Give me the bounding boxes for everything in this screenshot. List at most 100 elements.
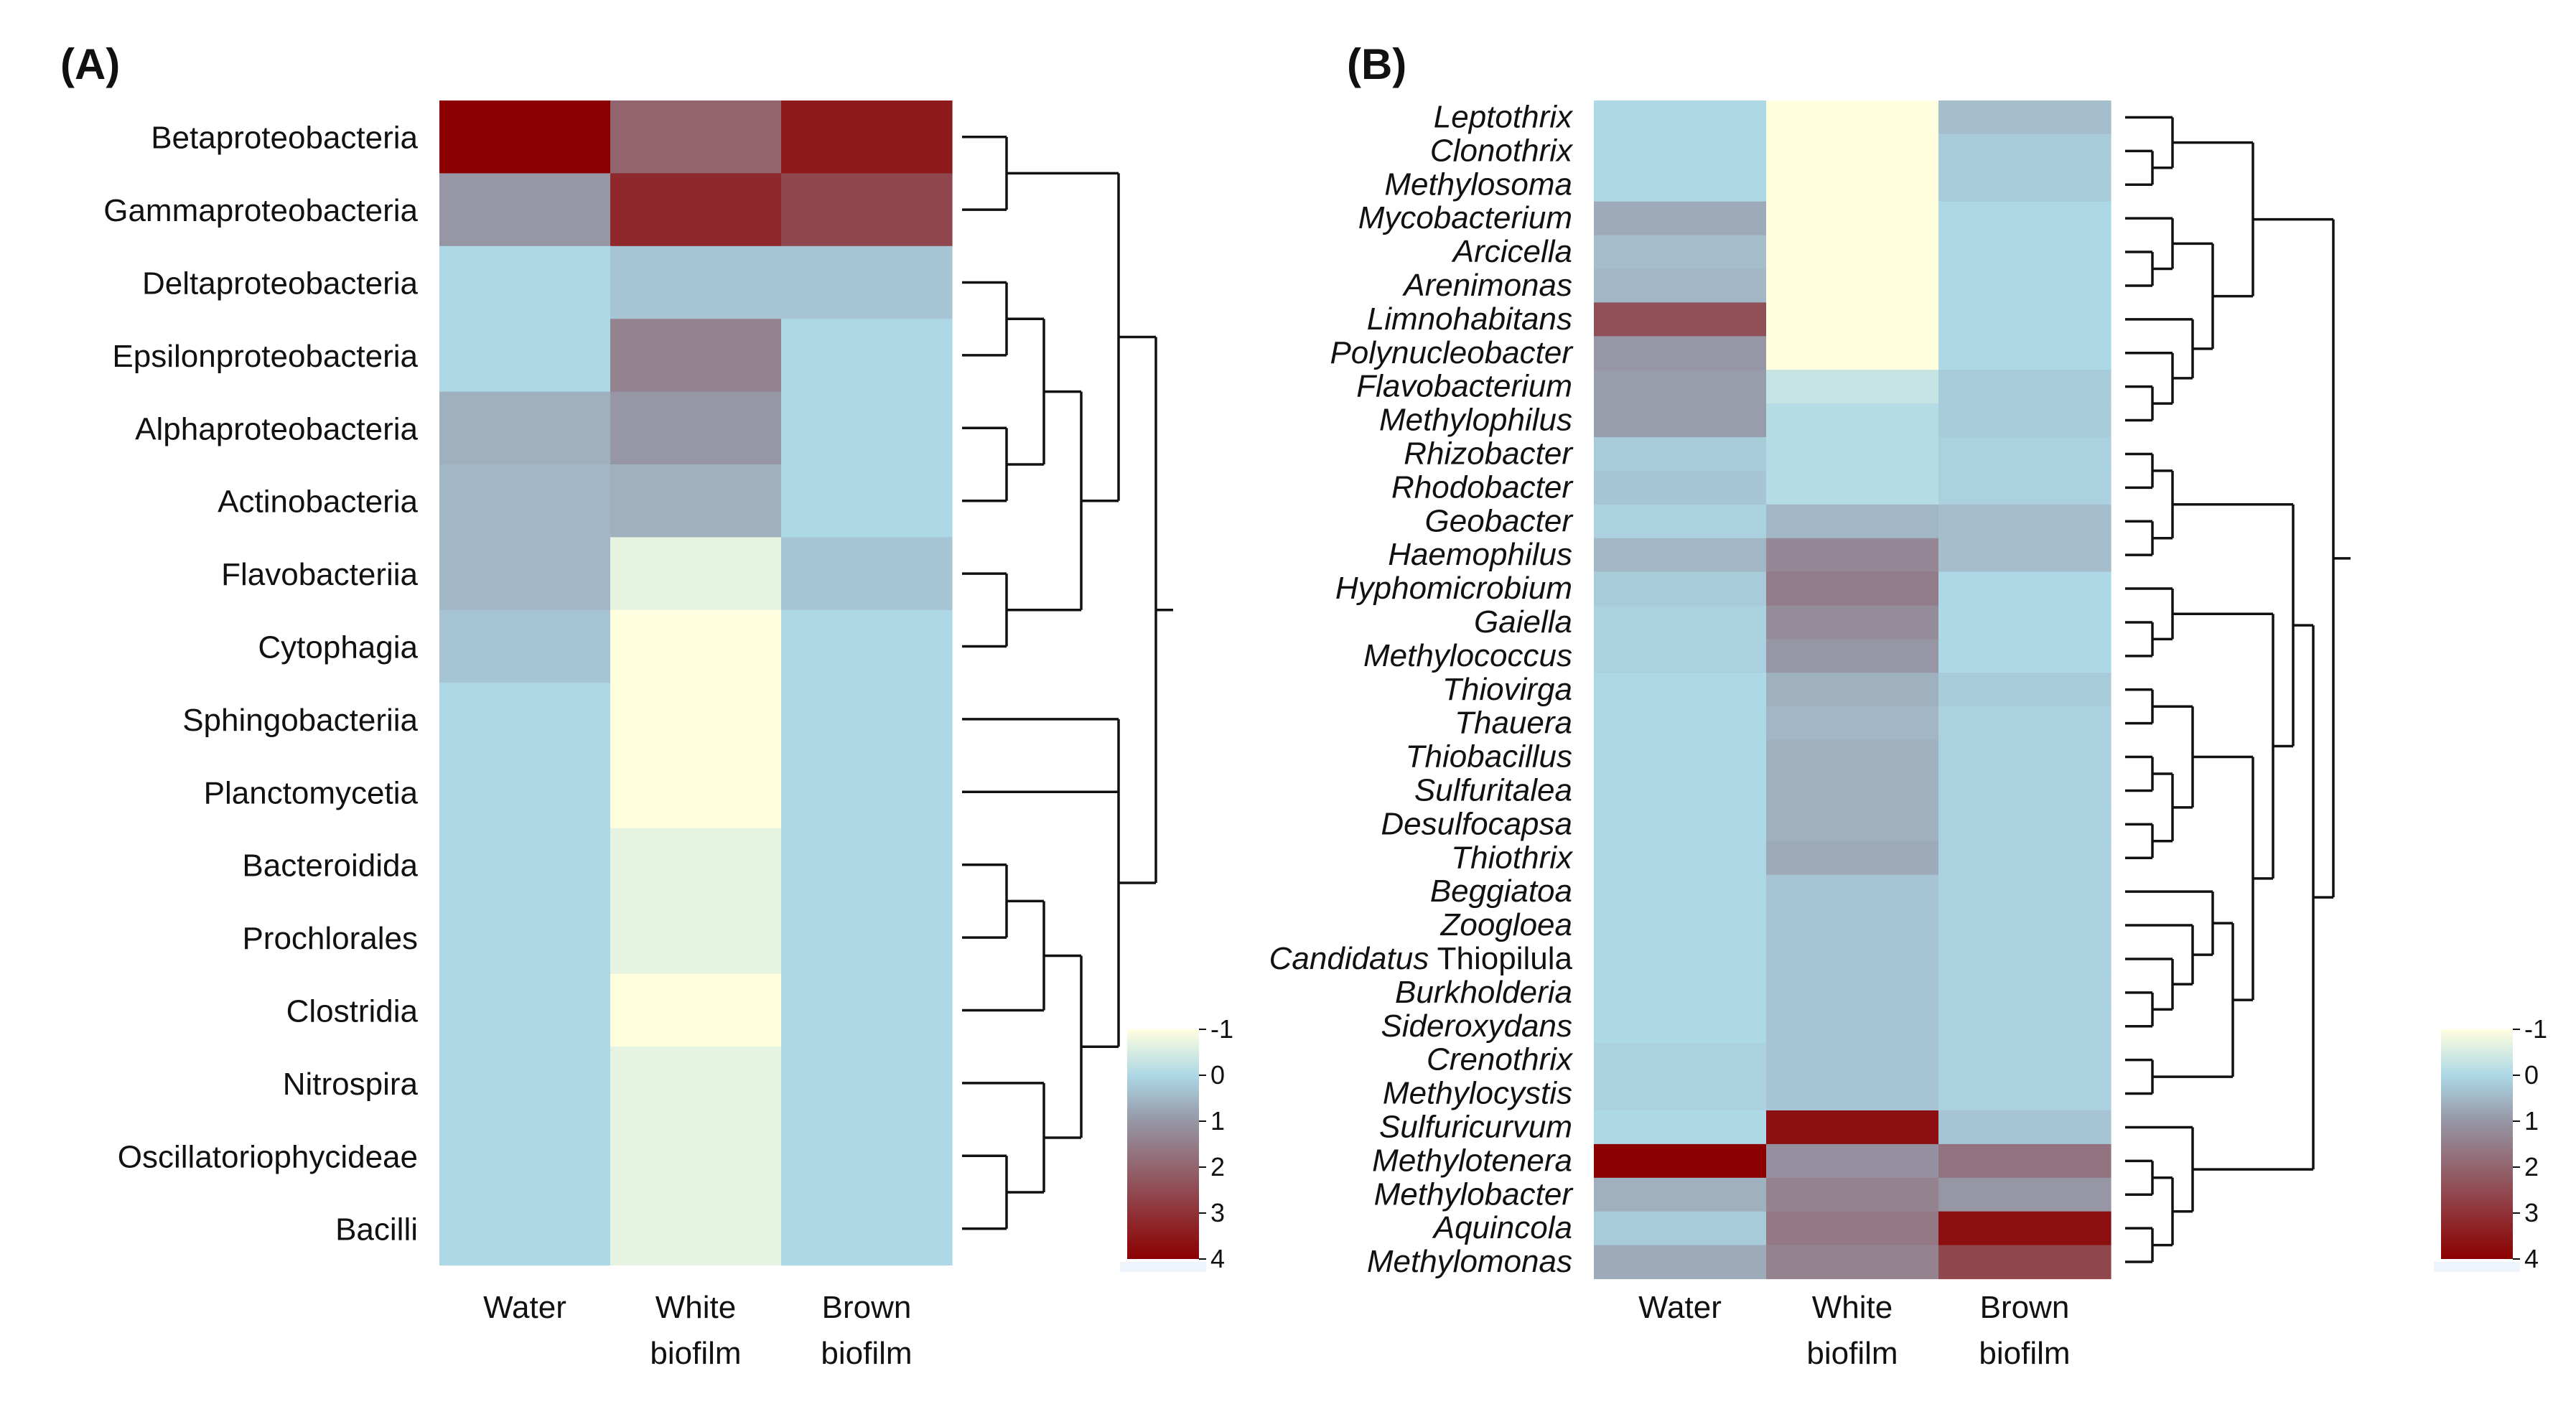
row-label: Nitrospira: [283, 1067, 419, 1102]
heatmap-cell: [1938, 1110, 2111, 1145]
heatmap-cell: [1594, 605, 1767, 640]
heatmap-cell: [1938, 1143, 2111, 1179]
heatmap-cell: [1594, 268, 1767, 303]
row-label: Arenimonas: [1401, 268, 1572, 303]
heatmap-cell: [439, 537, 611, 611]
column-label: Water: [483, 1290, 566, 1325]
color-legend-tick-label: 2: [1210, 1152, 1225, 1181]
heatmap-cell: [1938, 134, 2111, 169]
color-legend-bar: [2441, 1029, 2513, 1259]
heatmap-cell: [1938, 167, 2111, 202]
heatmap-cell: [1594, 437, 1767, 472]
heatmap-cell: [1938, 370, 2111, 404]
panel-a-color-legend: -1 0 1 2 3 4: [1120, 1014, 1233, 1273]
heatmap-cell: [439, 245, 611, 319]
row-label: Arcicella: [1451, 234, 1572, 269]
heatmap-cell: [1594, 167, 1767, 202]
heatmap-cell: [1594, 1211, 1767, 1246]
heatmap-cell: [781, 901, 953, 975]
row-label: Rhodobacter: [1391, 469, 1574, 505]
color-legend-tick-label: 3: [2524, 1198, 2539, 1227]
row-label: Zoogloea: [1440, 907, 1572, 942]
row-label: Deltaproteobacteria: [142, 266, 419, 301]
heatmap-cell: [610, 537, 782, 611]
row-label: Hyphomicrobium: [1335, 571, 1572, 606]
heatmap-cell: [1594, 740, 1767, 774]
heatmap-cell: [781, 391, 953, 465]
heatmap-cell: [1938, 336, 2111, 370]
heatmap-cell: [1766, 437, 1939, 472]
heatmap-cell: [610, 100, 782, 174]
panel-a-column-labels: Water White biofilm Brown biofilm: [483, 1290, 912, 1371]
row-label: Haemophilus: [1388, 537, 1572, 572]
row-label: Methylotenera: [1372, 1143, 1572, 1178]
heatmap-cell: [1938, 841, 2111, 876]
heatmap-cell: [610, 901, 782, 975]
heatmap-cell: [1594, 1043, 1767, 1077]
heatmap-cell: [1938, 470, 2111, 505]
heatmap-cell: [1766, 1009, 1939, 1044]
heatmap-cell: [1766, 336, 1939, 370]
heatmap-cell: [1766, 1177, 1939, 1212]
heatmap-cell: [1594, 706, 1767, 741]
heatmap-cell: [1766, 605, 1939, 640]
color-legend-tick-label: 4: [2524, 1244, 2539, 1273]
heatmap-cell: [1594, 1143, 1767, 1179]
color-legend-base: [2434, 1262, 2520, 1272]
row-label: Bacilli: [335, 1212, 418, 1248]
panel-b-column-labels: Water White biofilm Brown biofilm: [1638, 1290, 2070, 1371]
heatmap-cell: [781, 245, 953, 319]
heatmap-cell: [1938, 1009, 2111, 1044]
heatmap-cell: [610, 1047, 782, 1120]
row-label: Geobacter: [1425, 503, 1574, 538]
heatmap-cell: [610, 755, 782, 829]
heatmap-cell: [439, 755, 611, 829]
row-label: Gaiella: [1474, 604, 1572, 640]
heatmap-cell: [1766, 235, 1939, 270]
column-label: White biofilm: [650, 1290, 741, 1371]
row-label: Flavobacteriia: [221, 557, 418, 592]
panel-a-row-labels: Betaproteobacteria Gammaproteobacteria Del…: [103, 121, 418, 1248]
heatmap-cell: [1938, 807, 2111, 842]
heatmap-cell: [1938, 1043, 2111, 1077]
heatmap-cell: [1766, 975, 1939, 1010]
heatmap-cell: [1766, 370, 1939, 404]
heatmap-cell: [610, 1192, 782, 1265]
heatmap-cell: [1938, 942, 2111, 976]
heatmap-cell: [1766, 841, 1939, 876]
heatmap-cell: [439, 319, 611, 393]
row-label: Methylophilus: [1379, 403, 1572, 438]
heatmap-cell: [1766, 403, 1939, 438]
heatmap-cell: [1938, 100, 2111, 135]
heatmap-cell: [1766, 706, 1939, 741]
heatmap-cell: [1594, 235, 1767, 270]
heatmap-cell: [1938, 1245, 2111, 1280]
heatmap-cell: [1766, 538, 1939, 573]
heatmap-cell: [1938, 774, 2111, 808]
heatmap-cell: [439, 1192, 611, 1265]
color-legend-tick-label: -1: [2524, 1014, 2547, 1044]
row-label: Sphingobacteriia: [182, 703, 418, 738]
heatmap-cell: [1938, 673, 2111, 707]
color-legend-tick-label: 0: [1210, 1060, 1225, 1090]
row-label: Thauera: [1455, 706, 1572, 741]
row-label: Betaproteobacteria: [151, 121, 418, 156]
heatmap-cell: [781, 464, 953, 538]
heatmap-cell: [781, 828, 953, 902]
row-label: Cytophagia: [258, 630, 418, 665]
heatmap-cell: [1938, 975, 2111, 1010]
panel-b-dendrogram: [2125, 116, 2351, 1263]
heatmap-cell: [1938, 1177, 2111, 1212]
heatmap-cell: [1594, 1009, 1767, 1044]
heatmap-cell: [610, 319, 782, 393]
heatmap-cell: [1938, 403, 2111, 438]
row-label: Methylocystis: [1383, 1076, 1572, 1111]
heatmap-cell: [1594, 1077, 1767, 1111]
heatmap-cell: [1594, 504, 1767, 539]
row-label: Crenothrix: [1427, 1042, 1574, 1077]
row-label: Actinobacteria: [218, 485, 418, 520]
color-legend-base: [1120, 1262, 1206, 1272]
panel-b-letter: (B): [1347, 40, 1406, 88]
row-label: Thiobacillus: [1406, 739, 1572, 774]
row-label: Mycobacterium: [1358, 200, 1572, 235]
